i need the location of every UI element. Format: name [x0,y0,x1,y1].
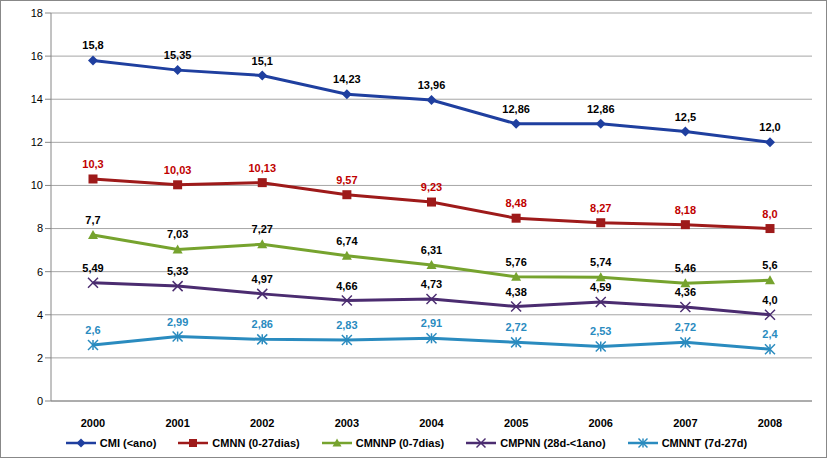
svg-text:2: 2 [37,352,43,364]
html-text:CMPNN (28d-<1ano): CMPNN (28d-<1ano) [500,437,606,449]
svg-text:14: 14 [31,93,43,105]
svg-text:10: 10 [31,179,43,191]
html-text:CMNNP (0-7dias): CMNNP (0-7dias) [355,437,445,449]
svg-text:5,46: 5,46 [675,262,696,274]
svg-text:9,57: 9,57 [336,174,357,186]
svg-text:2,91: 2,91 [421,317,442,329]
svg-text:8: 8 [37,222,43,234]
svg-text:16: 16 [31,50,43,62]
svg-text:4,38: 4,38 [505,286,526,298]
svg-text:15,1: 15,1 [252,55,273,67]
svg-text:5,33: 5,33 [167,265,188,277]
svg-text:7,27: 7,27 [252,223,273,235]
svg-text:12,86: 12,86 [502,103,530,115]
svg-text:2,4: 2,4 [762,328,778,340]
svg-text:12,5: 12,5 [675,111,696,123]
svg-text:2,99: 2,99 [167,316,188,328]
svg-text:2002: 2002 [250,417,274,429]
svg-text:2001: 2001 [165,417,189,429]
svg-text:7,03: 7,03 [167,228,188,240]
svg-text:2004: 2004 [419,417,444,429]
svg-text:2007: 2007 [673,417,697,429]
svg-text:8,48: 8,48 [505,197,526,209]
svg-text:2,6: 2,6 [85,324,100,336]
html-text:CMNN (0-27dias): CMNN (0-27dias) [212,437,300,449]
svg-text:2,83: 2,83 [336,319,357,331]
svg-text:18: 18 [31,7,43,19]
svg-text:15,35: 15,35 [164,49,192,61]
svg-text:10,13: 10,13 [248,162,276,174]
svg-text:14,23: 14,23 [333,73,361,85]
svg-text:8,18: 8,18 [675,204,696,216]
svg-text:5,76: 5,76 [505,256,526,268]
svg-text:2003: 2003 [335,417,359,429]
svg-text:4,66: 4,66 [336,280,357,292]
svg-text:2000: 2000 [81,417,105,429]
svg-text:4,97: 4,97 [252,273,273,285]
svg-text:6,74: 6,74 [336,235,358,247]
svg-text:5,6: 5,6 [762,259,777,271]
svg-text:12,86: 12,86 [587,103,615,115]
svg-text:5,74: 5,74 [590,256,612,268]
svg-text:2,72: 2,72 [505,321,526,333]
svg-text:2,86: 2,86 [252,318,273,330]
svg-text:13,96: 13,96 [418,79,446,91]
svg-text:6,31: 6,31 [421,244,442,256]
svg-text:2,72: 2,72 [675,321,696,333]
svg-text:6: 6 [37,266,43,278]
svg-text:4,59: 4,59 [590,281,611,293]
html-text:CMI (<ano): CMI (<ano) [99,437,157,449]
html-text:CMNNT (7d-27d): CMNNT (7d-27d) [661,437,748,449]
svg-text:5,49: 5,49 [82,262,103,274]
svg-text:7,7: 7,7 [85,214,100,226]
svg-text:10,3: 10,3 [82,158,103,170]
svg-text:8,0: 8,0 [762,208,777,220]
svg-text:9,23: 9,23 [421,181,442,193]
svg-text:2008: 2008 [758,417,782,429]
svg-text:8,27: 8,27 [590,202,611,214]
svg-text:10,03: 10,03 [164,164,192,176]
svg-text:4: 4 [37,309,43,321]
svg-text:2005: 2005 [504,417,528,429]
svg-text:4,36: 4,36 [675,286,696,298]
svg-text:12,0: 12,0 [759,121,780,133]
svg-text:0: 0 [37,395,43,407]
svg-text:4,0: 4,0 [762,294,777,306]
svg-text:2006: 2006 [589,417,613,429]
svg-text:12: 12 [31,136,43,148]
svg-text:4,73: 4,73 [421,278,442,290]
svg-text:15,8: 15,8 [82,39,103,51]
svg-text:2,53: 2,53 [590,325,611,337]
